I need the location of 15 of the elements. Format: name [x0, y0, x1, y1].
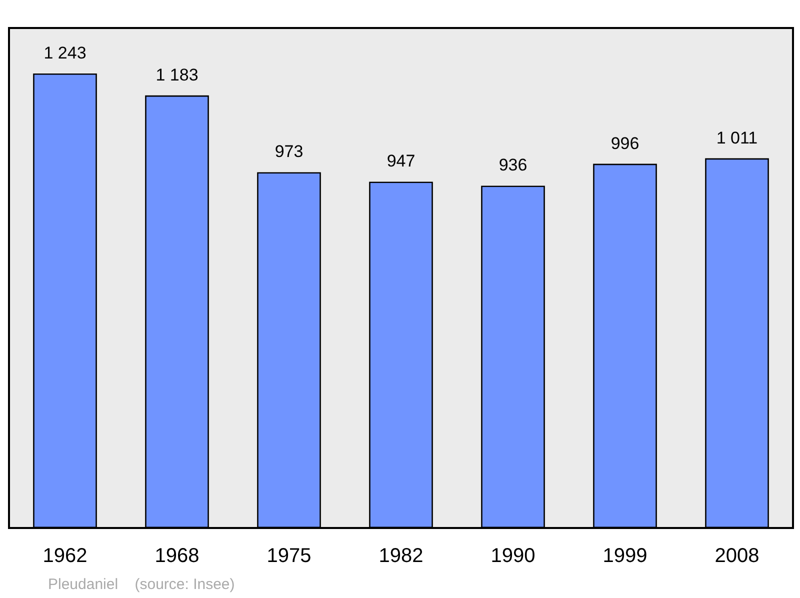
data-label: 1 011	[716, 128, 758, 148]
data-label: 996	[610, 134, 640, 153]
x-tick-label: 1962	[42, 545, 88, 567]
text: Pleudaniel (source: Insee)	[48, 576, 235, 593]
x-tick-label: 1990	[490, 545, 536, 567]
x-tick-label: 1982	[378, 545, 424, 567]
data-label: 1 183	[156, 65, 198, 84]
data-label: 973	[274, 142, 304, 162]
data-label: 947	[386, 152, 416, 171]
data-label: 1 243	[44, 43, 86, 62]
x-tick-label: 1975	[266, 545, 312, 567]
data-label: 936	[498, 156, 528, 175]
x-tick-label: 2008	[714, 545, 760, 567]
x-tick-label: 1968	[154, 545, 200, 567]
x-tick-label: 1999	[602, 545, 648, 567]
